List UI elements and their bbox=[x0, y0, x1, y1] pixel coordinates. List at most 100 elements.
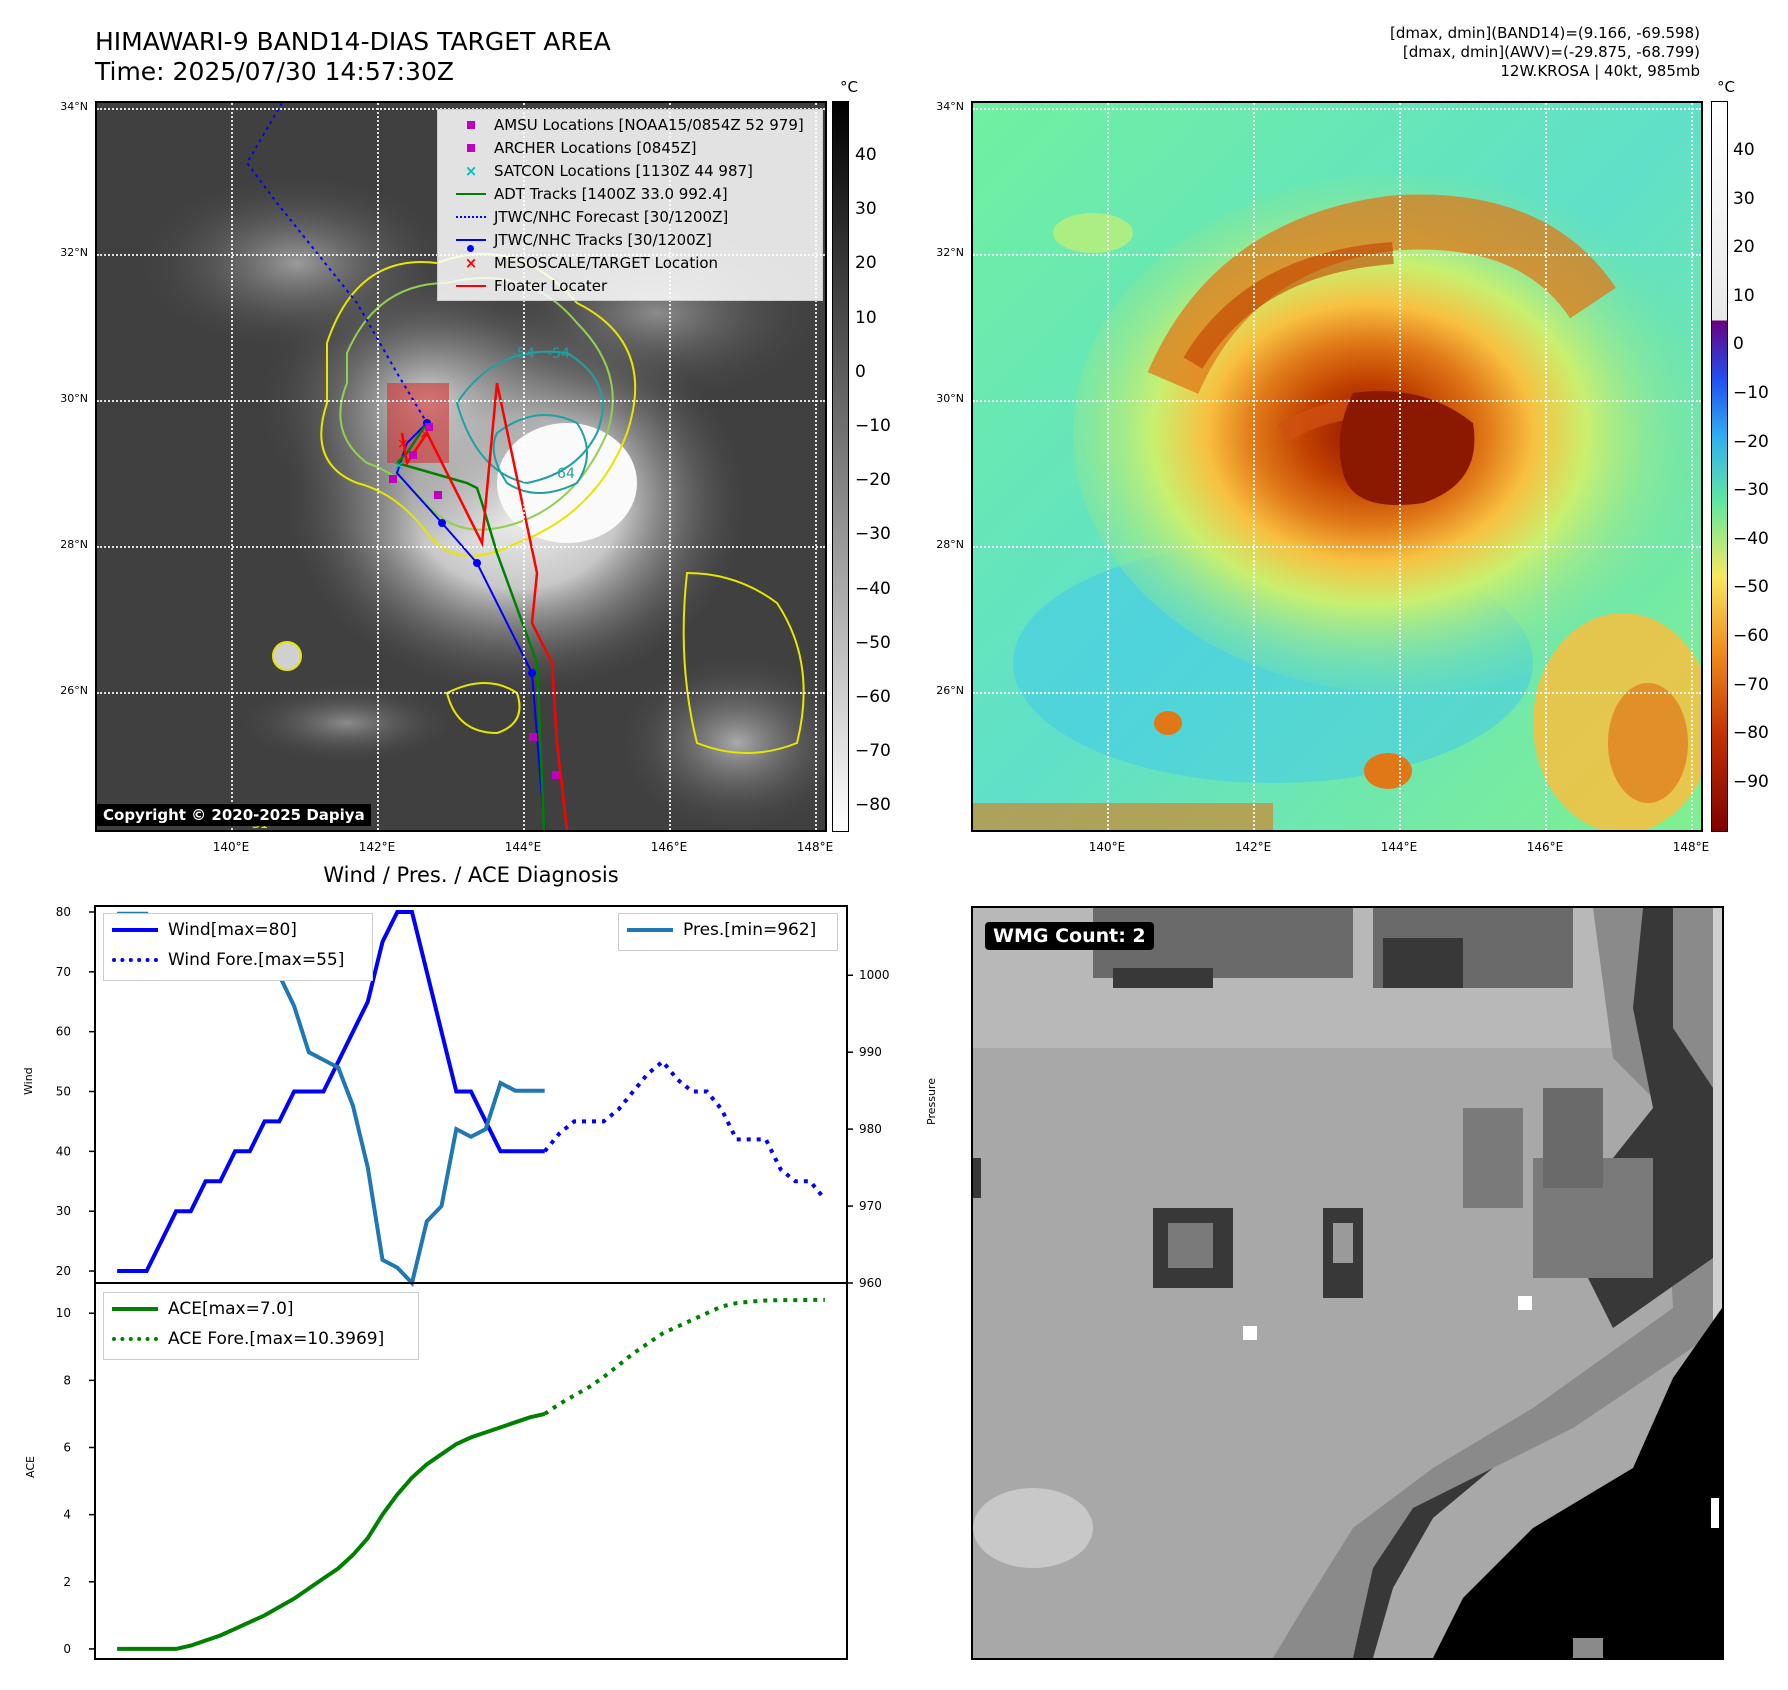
legend-item-pressure: Pres.[min=962] bbox=[627, 920, 816, 940]
lat-label: 30°N bbox=[936, 392, 964, 405]
colorbar-tick-label: 20 bbox=[1733, 237, 1755, 258]
x-marker-icon: × bbox=[464, 162, 478, 180]
colorbar-tick-label: 40 bbox=[1733, 140, 1755, 160]
line-dot-icon bbox=[448, 239, 494, 252]
wmg-image bbox=[973, 908, 1722, 1658]
gray-colorbar bbox=[832, 101, 849, 832]
ace-tick-label: 6 bbox=[63, 1441, 71, 1455]
lat-label: 34°N bbox=[60, 100, 88, 113]
colorbar-tick-label: 30 bbox=[1733, 188, 1755, 209]
color-ir-map-panel bbox=[971, 101, 1703, 832]
legend-label: ACE Fore.[max=10.3969] bbox=[168, 1329, 385, 1349]
legend-label: ADT Tracks [1400Z 33.0 992.4] bbox=[494, 185, 728, 203]
lat-label: 32°N bbox=[60, 246, 88, 259]
legend-label: JTWC/NHC Tracks [30/1200Z] bbox=[494, 231, 712, 249]
colorbar-tick-label: −80 bbox=[855, 795, 891, 816]
pressure-tick-label: 970 bbox=[859, 1199, 882, 1213]
pressure-axis-label: Pressure bbox=[925, 1078, 938, 1125]
lat-label: 32°N bbox=[936, 246, 964, 259]
track-markers: × × × bbox=[389, 419, 560, 779]
colorbar-tick-label: 10 bbox=[855, 307, 877, 328]
legend-label: SATCON Locations [1130Z 44 987] bbox=[494, 162, 753, 180]
svg-text:×: × bbox=[393, 458, 405, 474]
lon-label: 146°E bbox=[650, 840, 688, 854]
figure-title-line1: HIMAWARI-9 BAND14-DIAS TARGET AREA bbox=[95, 27, 611, 56]
info-line1: [dmax, dmin](BAND14)=(9.166, -69.598) bbox=[1389, 24, 1700, 42]
map-legend: AMSU Locations [NOAA15/0854Z 52 979] ARC… bbox=[437, 109, 823, 301]
pressure-tick-label: 960 bbox=[859, 1276, 882, 1290]
lon-label: 140°E bbox=[212, 840, 250, 854]
wmg-panel: WMG Count: 2 bbox=[971, 906, 1724, 1660]
legend-label: ARCHER Locations [0845Z] bbox=[494, 139, 697, 157]
lon-label: 144°E bbox=[1380, 840, 1418, 854]
contour-label: -54 bbox=[547, 346, 570, 362]
legend-label: Wind Fore.[max=55] bbox=[168, 950, 345, 970]
ace-series-line-0 bbox=[117, 1411, 546, 1651]
color-colorbar bbox=[1711, 101, 1728, 832]
lat-label: 28°N bbox=[936, 538, 964, 551]
wind-tick-label: 20 bbox=[56, 1264, 71, 1278]
colorbar-tick-label: −20 bbox=[1733, 431, 1769, 452]
colorbar-tick-label: −70 bbox=[1733, 674, 1769, 695]
legend-label: ACE[max=7.0] bbox=[168, 1299, 294, 1319]
line-icon bbox=[627, 928, 673, 932]
legend-label: AMSU Locations [NOAA15/0854Z 52 979] bbox=[494, 116, 804, 134]
colorbar-unit: °C bbox=[840, 78, 858, 96]
lat-label: 30°N bbox=[60, 392, 88, 405]
ace-tick-label: 4 bbox=[63, 1508, 71, 1522]
lon-label: 142°E bbox=[1234, 840, 1272, 854]
colorbar-tick-label: −10 bbox=[855, 416, 891, 436]
color-ir-map-image bbox=[973, 103, 1701, 830]
lat-label: 28°N bbox=[60, 538, 88, 551]
ace-tick-label: 8 bbox=[63, 1373, 71, 1387]
lat-label: 26°N bbox=[936, 684, 964, 697]
colorbar-tick-label: 30 bbox=[855, 199, 877, 220]
lon-label: 148°E bbox=[796, 840, 834, 854]
lon-label: 144°E bbox=[504, 840, 542, 854]
legend-item-wind-fore: Wind Fore.[max=55] bbox=[112, 950, 344, 970]
lat-label: 26°N bbox=[60, 684, 88, 697]
lon-label: 140°E bbox=[1088, 840, 1126, 854]
wind-tick-label: 70 bbox=[56, 965, 71, 979]
legend-item-forecast: JTWC/NHC Forecast [30/1200Z] bbox=[448, 206, 728, 228]
lon-label: 148°E bbox=[1672, 840, 1710, 854]
legend-label: Pres.[min=962] bbox=[683, 920, 817, 940]
square-marker-icon bbox=[448, 121, 494, 129]
wind-tick-label: 60 bbox=[56, 1025, 71, 1039]
info-line2: [dmax, dmin](AWV)=(-29.875, -68.799) bbox=[1402, 43, 1700, 61]
ace-axis-label: ACE bbox=[24, 1456, 37, 1478]
pressure-tick-label: 990 bbox=[859, 1045, 882, 1059]
lat-label: 34°N bbox=[936, 100, 964, 113]
copyright-badge: Copyright © 2020-2025 Dapiya bbox=[97, 804, 371, 826]
line-icon bbox=[448, 285, 494, 287]
legend-item-mesoscale: × MESOSCALE/TARGET Location bbox=[448, 252, 718, 274]
x-marker-icon: × bbox=[464, 254, 478, 272]
legend-item-adt: ADT Tracks [1400Z 33.0 992.4] bbox=[448, 183, 728, 205]
series-line-1 bbox=[543, 1058, 827, 1201]
dotted-line-icon bbox=[448, 216, 494, 218]
colorbar-unit: °C bbox=[1717, 78, 1735, 96]
line-icon bbox=[112, 928, 158, 932]
line-icon bbox=[112, 1307, 158, 1311]
legend-label: Wind[max=80] bbox=[168, 920, 297, 940]
contour-label: -64 bbox=[552, 466, 575, 482]
line-icon bbox=[448, 193, 494, 195]
legend-label: JTWC/NHC Forecast [30/1200Z] bbox=[494, 208, 729, 226]
colorbar-tick-label: 0 bbox=[1733, 334, 1744, 355]
legend-item-floater: Floater Locater bbox=[448, 275, 607, 297]
pressure-tick-label: 980 bbox=[859, 1122, 882, 1136]
wmg-count-badge: WMG Count: 2 bbox=[985, 922, 1154, 950]
legend-item-tracks: JTWC/NHC Tracks [30/1200Z] bbox=[448, 229, 712, 252]
ace-tick-label: 2 bbox=[63, 1575, 71, 1589]
dotted-line-icon bbox=[112, 958, 158, 962]
colorbar-tick-label: −50 bbox=[1733, 577, 1769, 598]
wind-tick-label: 30 bbox=[56, 1204, 71, 1218]
pressure-tick-label: 1000 bbox=[859, 968, 890, 982]
legend-item-ace-fore: ACE Fore.[max=10.3969] bbox=[112, 1329, 384, 1349]
colorbar-tick-label: −60 bbox=[855, 687, 891, 707]
figure-title-line2: Time: 2025/07/30 14:57:30Z bbox=[95, 57, 454, 86]
colorbar-tick-label: −90 bbox=[1733, 771, 1769, 792]
colorbar-tick-label: 40 bbox=[855, 145, 877, 165]
colorbar-tick-label: −50 bbox=[855, 632, 891, 653]
ace-tick-label: 0 bbox=[63, 1642, 71, 1656]
